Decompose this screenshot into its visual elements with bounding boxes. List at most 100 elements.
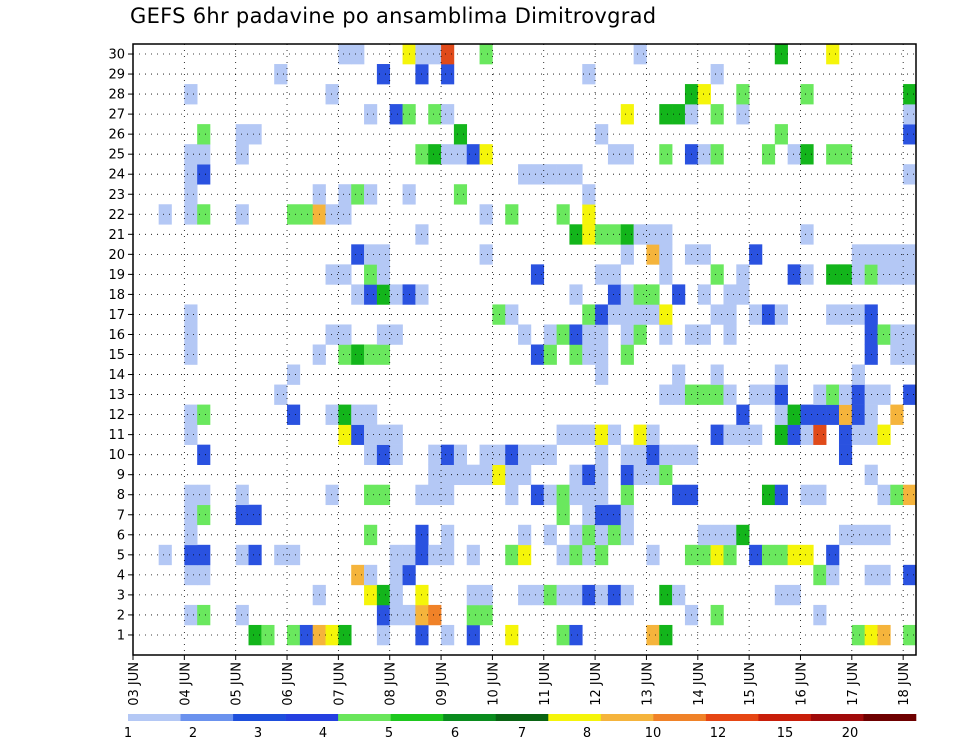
heatmap-cell	[441, 524, 455, 546]
colorbar-swatch	[705, 714, 759, 721]
heatmap-cell	[877, 324, 891, 345]
heatmap-cell	[248, 124, 262, 145]
heatmap-cell	[184, 404, 198, 425]
heatmap-cell	[492, 444, 506, 465]
heatmap-cell	[299, 204, 314, 225]
heatmap-cell	[903, 164, 917, 185]
heatmap-cell	[710, 524, 724, 546]
heatmap-cell	[877, 564, 891, 586]
heatmap-cell	[479, 144, 493, 165]
y-tick-label: 21	[108, 228, 125, 243]
heatmap-cell	[851, 264, 865, 285]
heatmap-cell	[890, 264, 904, 285]
heatmap-cell	[659, 244, 673, 265]
heatmap-cell	[530, 584, 545, 606]
heatmap-cell	[723, 544, 737, 566]
heatmap-cell	[607, 524, 622, 546]
heatmap-cell	[659, 324, 673, 345]
heatmap-cell	[851, 304, 865, 325]
heatmap-cell	[736, 104, 750, 125]
heatmap-cell	[389, 604, 403, 626]
heatmap-cell	[453, 184, 468, 205]
heatmap-cell	[672, 364, 686, 385]
heatmap-cell	[184, 304, 198, 325]
x-tick-label: 11 JUN	[538, 662, 553, 706]
heatmap-cell	[479, 444, 493, 465]
heatmap-cell	[697, 244, 711, 265]
heatmap-cell	[248, 624, 262, 646]
heatmap-cell	[723, 284, 737, 305]
heatmap-cell	[800, 144, 814, 165]
heatmap-cell	[659, 264, 673, 285]
heatmap-cell	[659, 384, 673, 405]
y-tick-label: 25	[108, 148, 125, 163]
heatmap-cell	[543, 324, 557, 345]
heatmap-cell	[582, 304, 596, 325]
heatmap-cell	[903, 124, 917, 145]
heatmap-cell	[620, 344, 634, 365]
heatmap-cell	[479, 604, 493, 626]
heatmap-cell	[428, 604, 442, 626]
y-tick-label: 17	[108, 308, 125, 323]
heatmap-cell	[376, 64, 391, 85]
heatmap-cell	[646, 284, 660, 305]
heatmap-cell	[582, 184, 596, 205]
heatmap-cell	[582, 464, 596, 486]
y-tick-label: 7	[117, 508, 125, 523]
heatmap-cell	[569, 524, 583, 546]
heatmap-cell	[659, 224, 673, 245]
y-tick-label: 11	[108, 428, 125, 443]
heatmap-cell	[672, 484, 686, 506]
heatmap-cell	[235, 504, 249, 526]
heatmap-cell	[441, 624, 455, 646]
heatmap-cell	[646, 304, 660, 325]
heatmap-cell	[903, 84, 917, 105]
heatmap-cell	[607, 304, 622, 325]
heatmap-cell	[633, 444, 647, 465]
heatmap-cell	[826, 544, 840, 566]
x-tick-label: 14 JUN	[692, 662, 707, 706]
heatmap-cell	[877, 424, 891, 445]
heatmap-cell	[710, 384, 724, 405]
heatmap-cell	[903, 564, 917, 586]
heatmap-cell	[184, 484, 198, 506]
heatmap-cell	[787, 404, 801, 425]
heatmap-cell	[248, 544, 262, 566]
y-tick-label: 26	[108, 128, 125, 143]
heatmap-cell	[184, 504, 198, 526]
heatmap-cell	[325, 484, 339, 506]
heatmap-cell	[479, 584, 493, 606]
heatmap-cell	[325, 84, 339, 105]
heatmap-cell	[376, 424, 391, 445]
y-tick-label: 24	[108, 168, 125, 183]
heatmap-cell	[903, 384, 917, 405]
heatmap-cell	[184, 324, 198, 345]
heatmap-cell	[877, 624, 891, 646]
heatmap-cell	[518, 544, 532, 566]
heatmap-cell	[723, 524, 737, 546]
heatmap-cell	[441, 484, 455, 506]
y-tick-label: 29	[108, 68, 125, 83]
heatmap-cell	[184, 344, 198, 365]
heatmap-cell	[197, 544, 211, 566]
heatmap-cell	[633, 424, 647, 445]
heatmap-cell	[351, 424, 365, 445]
heatmap-cell	[389, 424, 403, 445]
heatmap-cell	[659, 624, 673, 646]
heatmap-cell	[376, 444, 391, 465]
y-tick-label: 9	[117, 468, 125, 483]
heatmap-cell	[235, 144, 249, 165]
x-tick-label: 12 JUN	[589, 662, 604, 706]
heatmap-cell	[376, 244, 391, 265]
heatmap-cell	[325, 204, 339, 225]
heatmap-cell	[441, 144, 455, 165]
heatmap-cell	[620, 444, 634, 465]
heatmap-cell	[826, 564, 840, 586]
colorbar-swatch	[233, 714, 286, 721]
heatmap-cell	[364, 484, 378, 506]
heatmap-cell	[376, 604, 391, 626]
heatmap-cell	[530, 164, 545, 185]
heatmap-cell	[325, 264, 339, 285]
heatmap-cell	[697, 544, 711, 566]
heatmap-cell	[556, 204, 570, 225]
